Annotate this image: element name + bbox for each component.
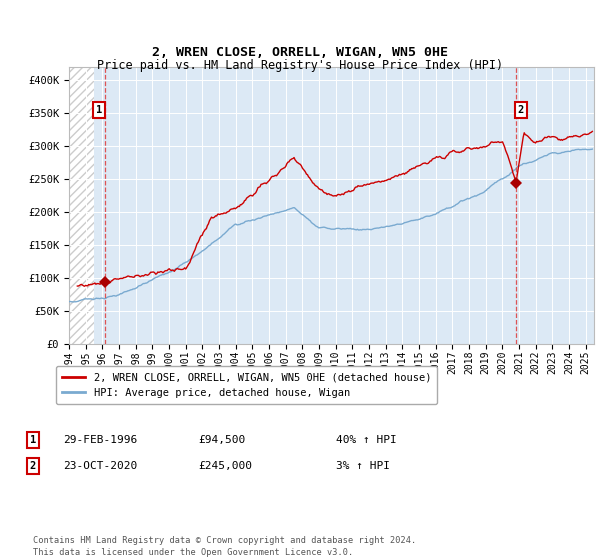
Bar [69,67,94,344]
Legend: 2, WREN CLOSE, ORRELL, WIGAN, WN5 0HE (detached house), HPI: Average price, deta: 2, WREN CLOSE, ORRELL, WIGAN, WN5 0HE (d… [56,366,437,404]
Text: 1: 1 [96,105,102,115]
Text: Price paid vs. HM Land Registry's House Price Index (HPI): Price paid vs. HM Land Registry's House … [97,59,503,72]
Text: 29-FEB-1996: 29-FEB-1996 [63,435,137,445]
Text: 23-OCT-2020: 23-OCT-2020 [63,461,137,471]
Text: 2: 2 [30,461,36,471]
Text: 3% ↑ HPI: 3% ↑ HPI [336,461,390,471]
Text: 2: 2 [518,105,524,115]
Text: £245,000: £245,000 [198,461,252,471]
Text: 40% ↑ HPI: 40% ↑ HPI [336,435,397,445]
Text: 2, WREN CLOSE, ORRELL, WIGAN, WN5 0HE: 2, WREN CLOSE, ORRELL, WIGAN, WN5 0HE [152,46,448,59]
Text: 1: 1 [30,435,36,445]
Text: Contains HM Land Registry data © Crown copyright and database right 2024.
This d: Contains HM Land Registry data © Crown c… [33,536,416,557]
Text: £94,500: £94,500 [198,435,245,445]
